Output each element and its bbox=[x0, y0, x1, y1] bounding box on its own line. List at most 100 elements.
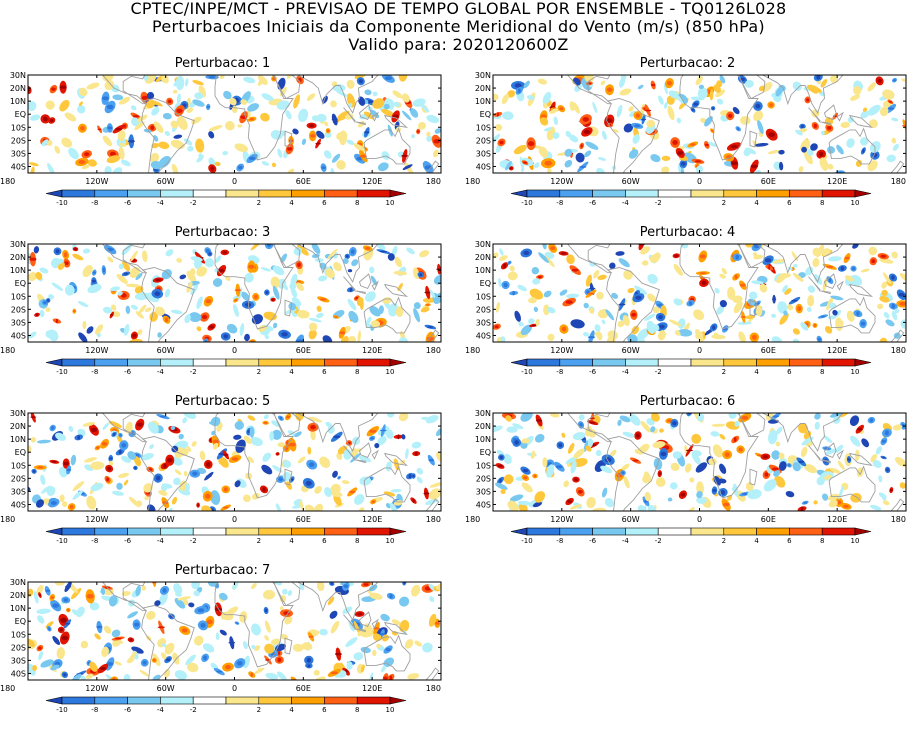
coastline bbox=[274, 413, 301, 438]
perturbation-blob bbox=[347, 298, 357, 311]
perturbation-blob bbox=[30, 114, 41, 121]
perturbation-blob bbox=[691, 450, 702, 457]
colorbar-label: -2 bbox=[655, 537, 662, 545]
perturbation-core bbox=[514, 440, 519, 445]
perturbation-blob bbox=[623, 476, 630, 489]
perturbation-blob bbox=[118, 146, 125, 160]
perturbation-blob bbox=[84, 457, 97, 463]
perturbation-blob bbox=[87, 284, 102, 294]
perturbation-blob bbox=[102, 135, 113, 147]
perturbation-blob bbox=[117, 291, 123, 296]
perturbation-core bbox=[50, 596, 55, 599]
lon-label: 180 bbox=[0, 515, 15, 524]
perturbation-blob bbox=[493, 93, 499, 101]
lon-label: 60W bbox=[157, 684, 175, 693]
colorbar-label: -2 bbox=[190, 537, 197, 545]
perturbation-blob bbox=[733, 301, 743, 314]
perturbation-blob bbox=[372, 633, 382, 642]
perturbation-blob bbox=[433, 274, 441, 285]
perturbation-core bbox=[115, 127, 122, 131]
perturbation-core bbox=[416, 130, 420, 133]
perturbation-core bbox=[574, 321, 582, 326]
perturbation-core bbox=[59, 628, 63, 632]
lat-label: 30S bbox=[476, 149, 491, 158]
perturbation-blob bbox=[507, 500, 519, 511]
perturbation-core bbox=[851, 418, 858, 423]
perturbation-blob bbox=[161, 652, 167, 660]
colorbar-label: 8 bbox=[820, 537, 824, 545]
perturbation-core bbox=[580, 144, 583, 148]
panel-5: Perturbacao: 5 30N 20N 10N EQ 10S 20S 30S 40S 18… bbox=[0, 394, 445, 565]
panel-title: Perturbacao: 7 bbox=[174, 563, 271, 578]
perturbation-blob bbox=[792, 338, 800, 342]
coastline bbox=[808, 276, 821, 293]
perturbation-blob bbox=[659, 428, 664, 433]
perturbation-core bbox=[359, 99, 365, 103]
perturbation-core bbox=[29, 257, 37, 261]
coastline bbox=[567, 244, 613, 274]
colorbar-swatch bbox=[94, 696, 128, 705]
perturbation-core bbox=[208, 252, 212, 256]
perturbation-core bbox=[844, 256, 850, 260]
perturbation-blob bbox=[542, 91, 552, 105]
lat-label: 10S bbox=[11, 630, 26, 639]
perturbation-blob bbox=[59, 494, 65, 503]
perturbation-blob bbox=[673, 263, 684, 276]
perturbation-core bbox=[737, 127, 740, 131]
lat-label: 10N bbox=[10, 435, 26, 444]
lon-label: 0 bbox=[697, 346, 702, 355]
perturbation-core bbox=[770, 420, 777, 423]
perturbation-core bbox=[731, 161, 738, 165]
perturbation-blob bbox=[250, 437, 263, 446]
colorbar-swatch bbox=[526, 358, 561, 367]
perturbation-blob bbox=[86, 495, 97, 510]
lon-label: 120W bbox=[550, 177, 573, 186]
perturbation-blob bbox=[192, 99, 205, 107]
perturbation-blob bbox=[867, 104, 881, 116]
perturbation-core bbox=[265, 291, 269, 294]
colorbar-swatch bbox=[258, 358, 292, 367]
perturbation-blob bbox=[32, 665, 38, 671]
colorbar-swatch bbox=[258, 696, 292, 705]
perturbation-blob bbox=[249, 426, 255, 438]
panel-4: Perturbacao: 4 30N 20N 10N EQ 10S 20S 30S 40S 18… bbox=[465, 225, 910, 396]
colorbar-arrow-left bbox=[45, 358, 63, 367]
colorbar-swatch bbox=[160, 358, 194, 367]
perturbation-blob bbox=[820, 79, 828, 88]
perturbation-blob bbox=[360, 646, 371, 654]
perturbation-blob bbox=[877, 303, 884, 310]
perturbation-blob bbox=[710, 431, 720, 437]
panel-7: Perturbacao: 7 30N 20N 10N EQ 10S 20S 30S 40S 18… bbox=[0, 563, 445, 734]
colorbar-label: -2 bbox=[190, 368, 197, 376]
colorbar-label: -4 bbox=[622, 537, 630, 545]
perturbation-blob bbox=[499, 255, 508, 261]
perturbation-blob bbox=[164, 642, 175, 655]
colorbar-label: 6 bbox=[787, 537, 792, 545]
perturbation-blob bbox=[795, 129, 803, 136]
perturbation-blob bbox=[573, 448, 585, 459]
coastline bbox=[749, 299, 758, 317]
perturbation-core bbox=[719, 467, 726, 471]
perturbation-blob bbox=[646, 119, 656, 128]
colorbar-swatch bbox=[258, 527, 292, 536]
colorbar-swatch bbox=[625, 527, 659, 536]
perturbation-core bbox=[141, 95, 148, 100]
perturbation-blob bbox=[277, 442, 285, 448]
coastline bbox=[384, 283, 409, 297]
perturbation-blob bbox=[141, 585, 147, 591]
coastline bbox=[358, 611, 372, 627]
perturbation-core bbox=[582, 117, 589, 122]
perturbation-core bbox=[167, 99, 172, 104]
colorbar-swatch bbox=[526, 527, 561, 536]
perturbation-blob bbox=[416, 467, 424, 475]
perturbation-blob bbox=[77, 301, 89, 308]
perturbation-core bbox=[635, 113, 640, 118]
perturbation-core bbox=[205, 249, 210, 253]
perturbation-core bbox=[223, 506, 229, 509]
perturbation-core bbox=[779, 151, 784, 154]
colorbar-label: -4 bbox=[622, 199, 630, 207]
coastline bbox=[358, 104, 372, 120]
perturbation-blob bbox=[364, 89, 372, 96]
perturbation-blob bbox=[667, 497, 673, 502]
perturbation-blob bbox=[414, 640, 423, 647]
